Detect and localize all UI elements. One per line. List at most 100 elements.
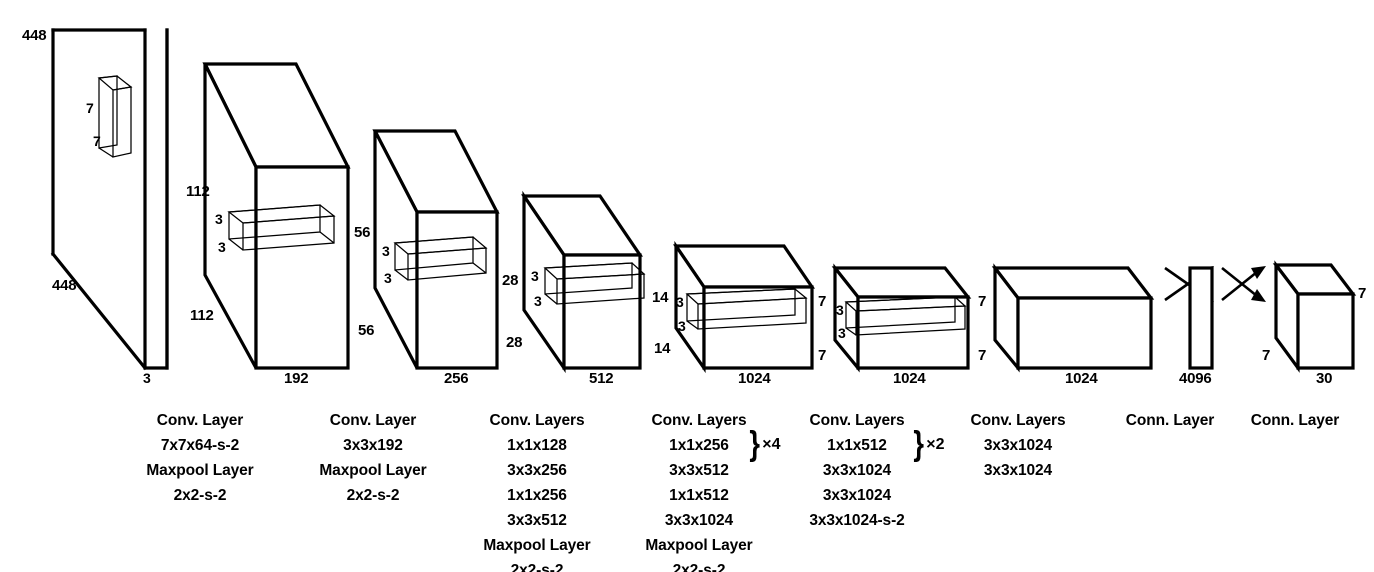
- caption-4-line-5: Maxpool Layer: [645, 537, 753, 554]
- arrow-head-down-2: [1251, 289, 1266, 302]
- caption-4-line-3: 1x1x512: [669, 487, 729, 504]
- output-channels-label-30: 30: [1316, 370, 1332, 387]
- block3-height-label-28: 28: [502, 272, 518, 289]
- output-block: [1272, 260, 1357, 373]
- input-height-label-448: 448: [22, 27, 46, 44]
- block1-height-label-112: 112: [186, 183, 210, 200]
- caption-1-line-1: 7x7x64-s-2: [160, 437, 240, 454]
- conv-block-3: [520, 190, 644, 374]
- block5-kernel-h-label-3: 3: [836, 302, 844, 318]
- input-depth-label-448: 448: [52, 277, 76, 294]
- block4-depth-label-14: 14: [654, 340, 671, 357]
- block3-depth-label-28: 28: [506, 334, 522, 351]
- block4-channels-label-1024: 1024: [738, 370, 771, 387]
- caption-3-line-3: 1x1x256: [507, 487, 567, 504]
- conv-block-6: [991, 263, 1155, 373]
- block2-height-label-56: 56: [354, 224, 370, 241]
- caption-6-line-0: Conv. Layers: [970, 412, 1066, 429]
- caption-5-line-1: 1x1x512: [827, 437, 887, 454]
- conv-block-1: [202, 62, 351, 370]
- block3-kernel-3x3: [543, 262, 646, 305]
- block1-kernel-3x3: [227, 204, 336, 251]
- caption-1-line-2: Maxpool Layer: [146, 462, 254, 479]
- block2-channels-label-256: 256: [444, 370, 468, 387]
- fc-4096-block: [1188, 266, 1214, 370]
- caption-1-line-3: 2x2-s-2: [173, 487, 227, 504]
- block5-depth-label-7: 7: [818, 347, 826, 364]
- block2-kernel-w-label-3: 3: [384, 270, 392, 286]
- brace-icon-4: }: [749, 425, 760, 463]
- block1-kernel-h-label-3: 3: [215, 211, 223, 227]
- block1-kernel-w-label-3: 3: [218, 239, 226, 255]
- caption-4-line-4: 3x3x1024: [664, 512, 734, 529]
- block4-kernel-h-label-3: 3: [676, 294, 684, 310]
- block4-kernel-3x3: [685, 288, 808, 330]
- block3-channels-label-512: 512: [589, 370, 613, 387]
- block3-kernel-w-label-3: 3: [534, 293, 542, 309]
- caption-4-line-2: 3x3x512: [669, 462, 729, 479]
- caption-conv-layers-3: Conv. Layers 1x1x128 3x3x256 1x1x256 3x3…: [447, 408, 627, 572]
- caption-1-line-0: Conv. Layer: [156, 412, 244, 429]
- caption-conn-layer-2: Conn. Layer: [1215, 408, 1374, 433]
- caption-2-line-3: 2x2-s-2: [346, 487, 400, 504]
- input-kernel-h-label-7: 7: [86, 100, 94, 116]
- input-image-block: [50, 28, 169, 371]
- output-height-label-7: 7: [1358, 285, 1366, 302]
- caption-2-line-1: 3x3x192: [343, 437, 403, 454]
- caption-conv-layers-4: Conv. Layers 1x1x256 3x3x512 1x1x512 3x3…: [609, 408, 789, 572]
- block2-kernel-3x3: [393, 236, 488, 281]
- caption-4-multiplier: ×4: [762, 436, 781, 453]
- caption-4-line-6: 2x2-s-2: [672, 562, 726, 572]
- output-depth-label-7: 7: [1262, 347, 1270, 364]
- caption-6-line-2: 3x3x1024: [983, 462, 1053, 479]
- caption-2-line-0: Conv. Layer: [329, 412, 417, 429]
- caption-6-line-1: 3x3x1024: [983, 437, 1053, 454]
- caption-3-line-4: 3x3x512: [507, 512, 567, 529]
- fc-arrows-right: [1221, 266, 1266, 302]
- conv-block-2: [372, 129, 500, 370]
- caption-5-repeat-brace: } ×2: [912, 427, 944, 461]
- caption-5-line-3: 3x3x1024: [822, 487, 892, 504]
- input-channels-label-3: 3: [143, 370, 151, 386]
- brace-icon-5: }: [913, 425, 924, 463]
- block2-kernel-h-label-3: 3: [382, 243, 390, 259]
- block6-depth-label-7: 7: [978, 347, 986, 364]
- block1-depth-label-112: 112: [190, 307, 214, 324]
- input-kernel-7x7: [97, 75, 133, 158]
- caption-conv-layer-1: Conv. Layer 7x7x64-s-2 Maxpool Layer 2x2…: [110, 408, 290, 508]
- caption-conn-layer-1: Conn. Layer: [1090, 408, 1250, 433]
- block2-depth-label-56: 56: [358, 322, 374, 339]
- block5-height-label-7: 7: [818, 293, 826, 310]
- block6-channels-label-1024: 1024: [1065, 370, 1098, 387]
- caption-conv-layers-6: Conv. Layers 3x3x1024 3x3x1024: [928, 408, 1108, 483]
- input-kernel-w-label-7: 7: [93, 133, 101, 149]
- block5-kernel-3x3: [844, 296, 967, 336]
- caption-4-repeat-brace: } ×4: [748, 427, 780, 461]
- block4-height-label-14: 14: [652, 289, 669, 306]
- block5-channels-label-1024: 1024: [893, 370, 926, 387]
- caption-4-line-1: 1x1x256: [669, 437, 729, 454]
- fc-channels-label-4096: 4096: [1179, 370, 1212, 387]
- conv-block-4: [672, 240, 816, 374]
- caption-4-line-0: Conv. Layers: [651, 412, 747, 429]
- caption-5-line-4: 3x3x1024-s-2: [809, 512, 905, 529]
- caption-3-line-0: Conv. Layers: [489, 412, 585, 429]
- caption-3-line-5: Maxpool Layer: [483, 537, 591, 554]
- caption-3-line-1: 1x1x128: [507, 437, 567, 454]
- caption-conv-layer-2: Conv. Layer 3x3x192 Maxpool Layer 2x2-s-…: [283, 408, 463, 508]
- caption-7-line-0: Conn. Layer: [1125, 412, 1215, 429]
- caption-5-line-2: 3x3x1024: [822, 462, 892, 479]
- block3-kernel-h-label-3: 3: [531, 268, 539, 284]
- block6-height-label-7: 7: [978, 293, 986, 310]
- caption-3-line-2: 3x3x256: [507, 462, 567, 479]
- conv-block-5: [831, 263, 972, 373]
- caption-5-multiplier: ×2: [926, 436, 945, 453]
- block5-kernel-w-label-3: 3: [838, 325, 846, 341]
- caption-conv-layers-5: Conv. Layers 1x1x512 3x3x1024 3x3x1024 3…: [767, 408, 947, 533]
- caption-3-line-6: 2x2-s-2: [510, 562, 564, 572]
- caption-5-line-0: Conv. Layers: [809, 412, 905, 429]
- caption-8-line-0: Conn. Layer: [1250, 412, 1340, 429]
- caption-2-line-2: Maxpool Layer: [319, 462, 427, 479]
- block4-kernel-w-label-3: 3: [678, 318, 686, 334]
